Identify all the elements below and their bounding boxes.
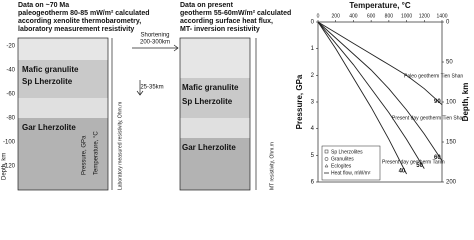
x-axis-title: Temperature, °C [349, 1, 411, 10]
annotation: Paleo geotherm Tien Shan [404, 73, 463, 79]
title-line: according surface heat flux, [180, 18, 273, 25]
series-label: 40 [399, 169, 406, 175]
layer [180, 78, 250, 118]
legend-symbol [324, 149, 329, 154]
axis-label: Laboratory measured resistivity, Ohm.m [117, 102, 123, 190]
y-tick-label: 6 [311, 180, 315, 186]
legend-symbol [324, 157, 329, 161]
title-line: paleogeotherm 80-85 mW/m² calculated [18, 10, 149, 17]
arrow [132, 44, 179, 52]
axis-label: Depth, km [2, 153, 8, 180]
legend-label: Granulites [331, 156, 354, 162]
series-label: 50 [416, 163, 423, 169]
y2-tick-label: 100 [446, 100, 457, 106]
column-frame [179, 37, 251, 191]
layer [18, 60, 108, 98]
legend-symbol [324, 164, 329, 168]
layer-label: Mafic granulite [22, 65, 79, 74]
x-tick-label: 0 [317, 13, 320, 19]
layer [180, 138, 250, 190]
layer [180, 38, 250, 78]
y2-tick-label: 0 [446, 20, 450, 26]
axis-label: Temperature, °C [94, 131, 100, 175]
layer-label: Sp Lherzolite [22, 77, 73, 86]
geotherm [317, 21, 443, 106]
y2-tick-label: 200 [446, 180, 457, 186]
y2-tick-label: 50 [446, 60, 453, 66]
x-tick-label: 800 [385, 13, 394, 19]
shortening: Shortening 200-300km 25-35km [132, 33, 179, 96]
layer [18, 38, 108, 60]
y-axis-title: Pressure, GPa [295, 74, 304, 129]
depth-tick: -40 [6, 68, 15, 74]
y-tick-label: 2 [311, 73, 315, 79]
y2-tick-label: 150 [446, 140, 457, 146]
y2-axis-title: Depth, km [461, 83, 470, 122]
series-label: 60 [434, 155, 441, 161]
depth-tick: -120 [3, 164, 16, 170]
x-tick-label: 1200 [419, 13, 430, 19]
x-tick-label: 200 [332, 13, 341, 19]
layer [180, 118, 250, 138]
title-line: Data on present [180, 2, 234, 9]
left-panel: Data on ~70 Ma paleogeotherm 80-85 mW/m²… [2, 2, 149, 191]
geotherm [317, 21, 407, 175]
layer [18, 118, 108, 190]
title-line: according xenolite thermobarometry, [18, 18, 141, 25]
y-tick-label: 0 [311, 20, 315, 26]
legend-label: Heat flow, mW/m² [331, 170, 371, 176]
layer-label: Gar Lherzolite [22, 123, 76, 132]
column-frame [17, 37, 109, 191]
layer-label: Sp Lherzolite [182, 97, 233, 106]
layer [18, 98, 108, 118]
layer-label: Mafic granulite [182, 83, 239, 92]
series-label: 90 [434, 99, 441, 105]
axis-label: MT resistivity, Ohm.m [269, 142, 275, 190]
label: Shortening [140, 33, 169, 39]
y-tick-label: 5 [311, 153, 315, 159]
y-tick-label: 3 [311, 100, 315, 106]
axis-label: Pressure, GPa [82, 135, 88, 175]
label: 25-35km [140, 85, 163, 91]
figure: Data on ~70 Ma paleogeotherm 80-85 mW/m²… [2, 1, 470, 191]
legend-box [321, 145, 381, 181]
page: Data on ~70 Ma paleogeotherm 80-85 mW/m²… [1, 1, 471, 191]
y-tick-label: 4 [311, 126, 315, 132]
annotation: Present day geotherm Tien Shan [392, 115, 465, 121]
legend: Sp Lherzolites Granulites Eclogites Heat… [321, 145, 381, 181]
depth-tick: -80 [6, 116, 15, 122]
legend-label: Eclogites [331, 163, 352, 169]
geotherm [317, 21, 443, 161]
title-line: MT- inversion resistivity [180, 26, 260, 33]
title-line: laboratory measurement resistivity [18, 26, 134, 33]
x-tick-label: 600 [367, 13, 376, 19]
x-tick-label: 1400 [436, 13, 447, 19]
legend-label: Sp Lherzolites [331, 149, 363, 155]
label: 200-300km [140, 40, 170, 46]
arrow [136, 80, 144, 96]
depth-tick: -60 [6, 92, 15, 98]
layer-label: Gar Lherzolite [182, 143, 236, 152]
x-tick-label: 400 [349, 13, 358, 19]
title-line: geotherm 55-60mW/m² calculated [180, 10, 291, 17]
depth-tick: -100 [3, 140, 16, 146]
annotation: Present day geotherm Tarim [382, 159, 445, 165]
x-tick-label: 1000 [401, 13, 412, 19]
geotherm [317, 21, 425, 169]
depth-tick: -20 [6, 44, 15, 50]
middle-panel: Data on present geotherm 55-60mW/m² calc… [179, 2, 291, 191]
title-line: Data on ~70 Ma [18, 2, 69, 9]
y-tick-label: 1 [311, 46, 315, 52]
